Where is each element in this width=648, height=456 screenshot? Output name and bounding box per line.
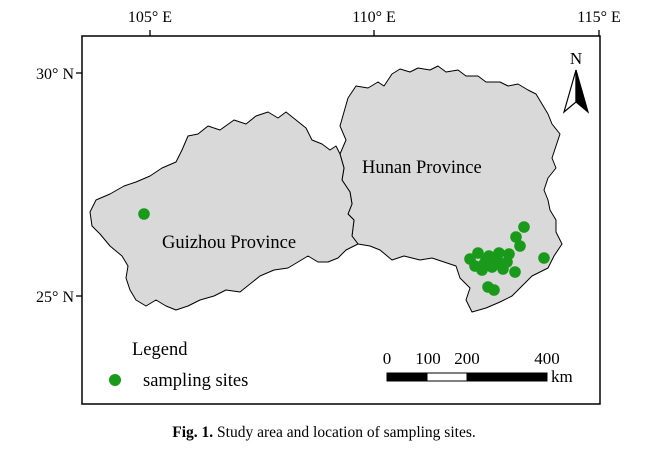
scale-label-100: 100 xyxy=(415,349,441,368)
north-arrow-right-half xyxy=(575,69,590,114)
province-label-hunan: Hunan Province xyxy=(362,158,482,178)
figure-caption: Fig. 1. Study area and location of sampl… xyxy=(0,424,648,442)
sampling-site xyxy=(138,208,150,220)
sampling-site xyxy=(476,264,488,276)
tick-label-30n: 30° N xyxy=(36,66,74,83)
sampling-site xyxy=(510,231,522,243)
scale-label-200: 200 xyxy=(454,349,480,368)
sampling-site xyxy=(514,240,526,252)
legend-title: Legend xyxy=(132,340,188,360)
north-arrow: N xyxy=(562,49,590,114)
sampling-site xyxy=(538,252,550,264)
sampling-site xyxy=(488,252,500,264)
north-arrow-label: N xyxy=(570,49,582,68)
legend-item-label: sampling sites xyxy=(143,371,248,391)
scale-segment-1 xyxy=(386,372,428,382)
sampling-site xyxy=(518,221,530,233)
figure-caption-text: Study area and location of sampling site… xyxy=(217,424,476,441)
scale-unit: km xyxy=(551,367,573,386)
scale-segment-3 xyxy=(466,372,548,382)
tick-label-25n: 25° N xyxy=(36,289,74,306)
tick-label-105e: 105° E xyxy=(128,9,172,26)
latitude-ticks: 30° N 25° N xyxy=(36,66,82,306)
scale-label-0: 0 xyxy=(383,349,392,368)
longitude-ticks: 105° E 110° E 115° E xyxy=(128,9,621,36)
sampling-sites xyxy=(138,208,550,296)
sampling-site xyxy=(509,266,521,278)
guizhou-province-shape xyxy=(89,111,359,311)
tick-label-110e: 110° E xyxy=(352,9,396,26)
legend-site-marker xyxy=(109,374,121,386)
tick-label-115e: 115° E xyxy=(577,9,621,26)
legend: Legend sampling sites xyxy=(109,340,248,391)
sampling-site xyxy=(501,256,513,268)
sampling-site xyxy=(472,247,484,259)
scale-bar: 0 100 200 400 km xyxy=(383,349,573,386)
figure-caption-label: Fig. 1. xyxy=(172,424,214,441)
province-label-guizhou: Guizhou Province xyxy=(162,233,296,253)
sampling-site xyxy=(488,284,500,296)
sampling-site xyxy=(464,253,476,265)
scale-label-400: 400 xyxy=(534,349,560,368)
scale-segment-2 xyxy=(426,372,468,382)
